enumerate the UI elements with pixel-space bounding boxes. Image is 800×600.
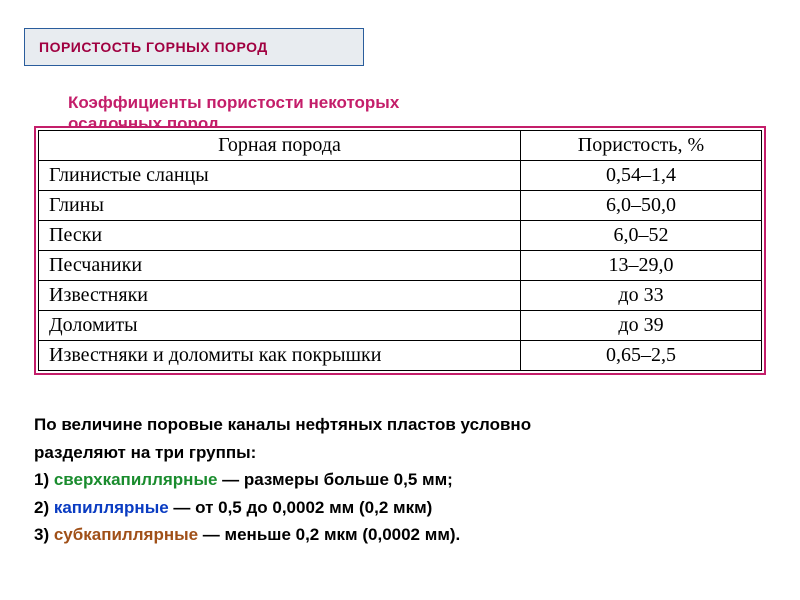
cell-por: 13–29,0 — [521, 251, 762, 281]
item-term: сверхкапиллярные — [54, 470, 218, 489]
list-item: 2) капиллярные — от 0,5 до 0,0002 мм (0,… — [34, 495, 754, 521]
item-num: 3) — [34, 525, 54, 544]
table-row: Доломиты до 39 — [39, 311, 762, 341]
intro-line1: По величине поровые каналы нефтяных плас… — [34, 412, 754, 438]
item-rest: — размеры больше 0,5 мм; — [217, 470, 452, 489]
porosity-table: Горная порода Пористость, % Глинистые сл… — [38, 130, 762, 371]
cell-por: до 33 — [521, 281, 762, 311]
item-rest: — от 0,5 до 0,0002 мм (0,2 мкм) — [169, 498, 433, 517]
table-row: Глины 6,0–50,0 — [39, 191, 762, 221]
list-item: 1) сверхкапиллярные — размеры больше 0,5… — [34, 467, 754, 493]
pore-channels-text: По величине поровые каналы нефтяных плас… — [34, 412, 754, 550]
table-row: Песчаники 13–29,0 — [39, 251, 762, 281]
table-row: Пески 6,0–52 — [39, 221, 762, 251]
cell-rock: Известняки — [39, 281, 521, 311]
item-term: капиллярные — [54, 498, 169, 517]
cell-por: 6,0–52 — [521, 221, 762, 251]
header-title: ПОРИСТОСТЬ ГОРНЫХ ПОРОД — [39, 39, 268, 55]
cell-rock: Глинистые сланцы — [39, 161, 521, 191]
porosity-table-container: Горная порода Пористость, % Глинистые сл… — [34, 126, 766, 375]
cell-rock: Глины — [39, 191, 521, 221]
cell-rock: Известняки и доломиты как покрышки — [39, 341, 521, 371]
cell-por: 6,0–50,0 — [521, 191, 762, 221]
table-header-row: Горная порода Пористость, % — [39, 131, 762, 161]
item-rest: — меньше 0,2 мкм (0,0002 мм). — [198, 525, 460, 544]
cell-rock: Доломиты — [39, 311, 521, 341]
item-num: 2) — [34, 498, 54, 517]
col-header-rock: Горная порода — [39, 131, 521, 161]
intro-line2: разделяют на три группы: — [34, 440, 754, 466]
subtitle-line1: Коэффициенты пористости некоторых — [68, 92, 399, 114]
cell-por: 0,54–1,4 — [521, 161, 762, 191]
table-row: Известняки и доломиты как покрышки 0,65–… — [39, 341, 762, 371]
item-term: субкапиллярные — [54, 525, 198, 544]
cell-por: до 39 — [521, 311, 762, 341]
header-box: ПОРИСТОСТЬ ГОРНЫХ ПОРОД — [24, 28, 364, 66]
table-body: Глинистые сланцы 0,54–1,4 Глины 6,0–50,0… — [39, 161, 762, 371]
cell-rock: Пески — [39, 221, 521, 251]
cell-rock: Песчаники — [39, 251, 521, 281]
table-row: Глинистые сланцы 0,54–1,4 — [39, 161, 762, 191]
cell-por: 0,65–2,5 — [521, 341, 762, 371]
item-num: 1) — [34, 470, 54, 489]
list-item: 3) субкапиллярные — меньше 0,2 мкм (0,00… — [34, 522, 754, 548]
table-row: Известняки до 33 — [39, 281, 762, 311]
col-header-porosity: Пористость, % — [521, 131, 762, 161]
